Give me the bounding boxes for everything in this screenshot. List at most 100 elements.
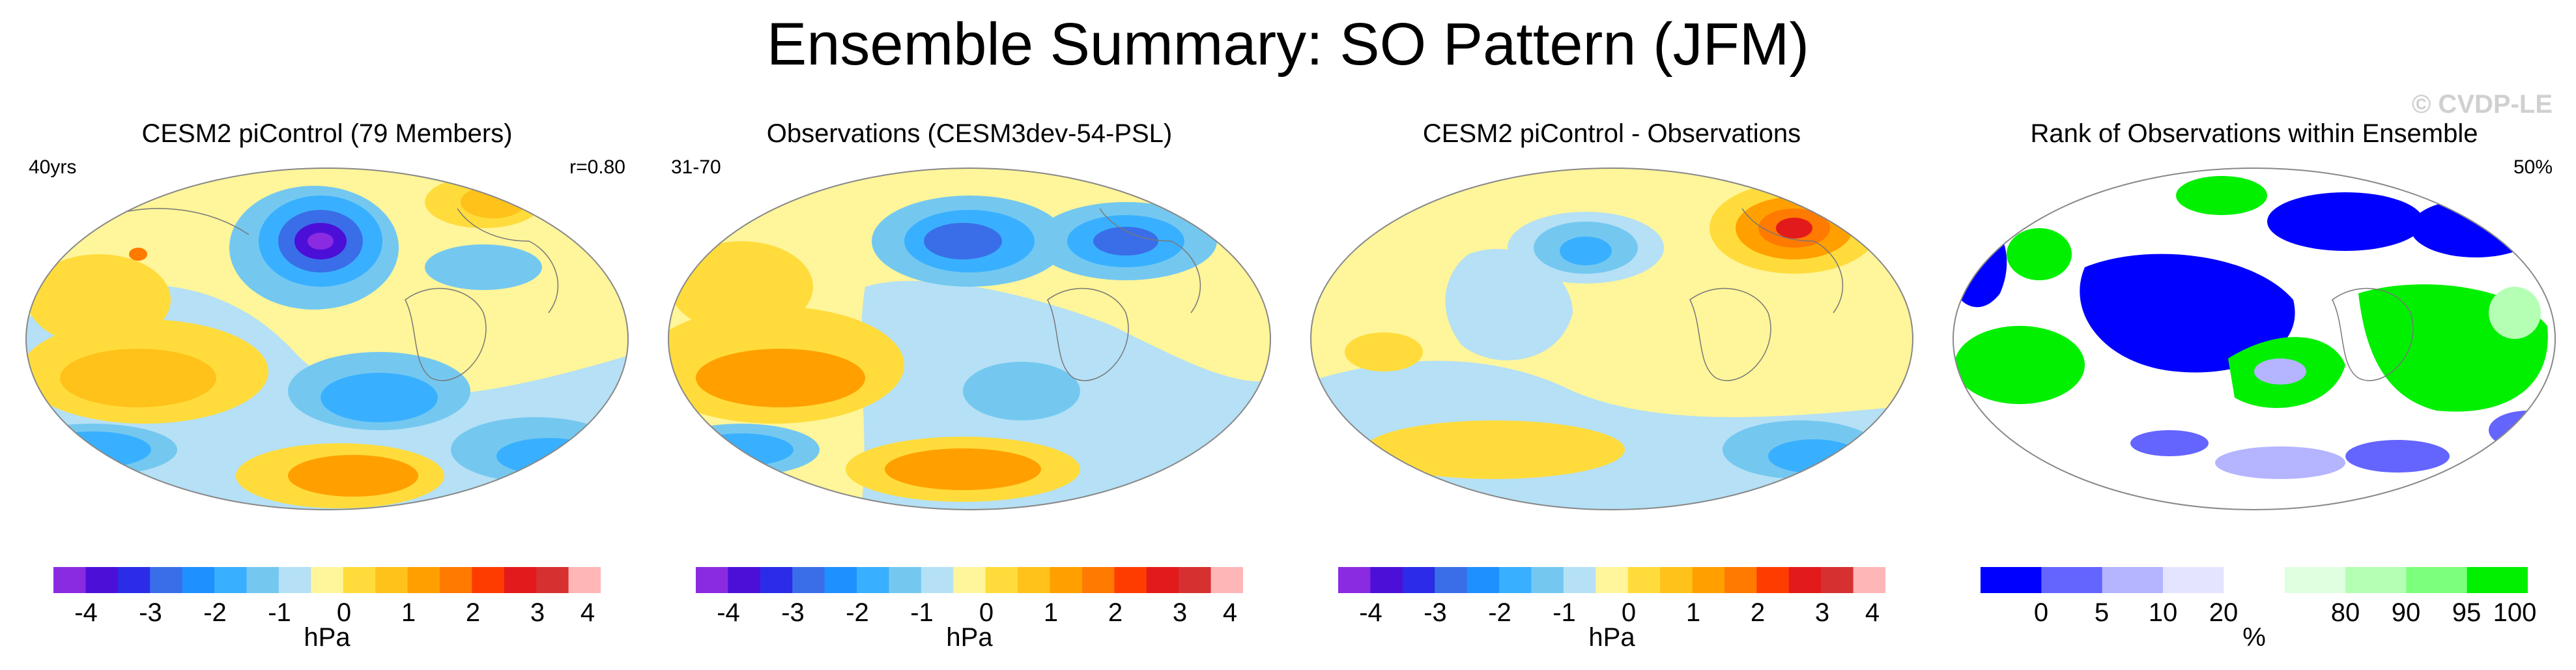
colorbar-swatch	[1146, 567, 1179, 593]
colorbar-tick: -1	[268, 598, 291, 627]
panel-observations: Observations (CESM3dev-54-PSL) 31-70	[657, 117, 1282, 665]
panel-right-label: 50%	[2513, 156, 2553, 178]
map-cesm2-picontrol	[25, 168, 629, 510]
colorbar-swatch	[2102, 567, 2164, 593]
panel-title: CESM2 piControl - Observations	[1422, 119, 1801, 148]
colorbar-swatch	[2041, 567, 2103, 593]
colorbar-swatch	[214, 567, 247, 593]
colorbar-swatch	[1050, 567, 1083, 593]
colorbar-swatch	[246, 567, 279, 593]
panel-rank: Rank of Observations within Ensemble 50%	[1941, 117, 2567, 665]
colorbar-swatch	[2345, 567, 2407, 593]
colorbar-tick: 3	[530, 598, 545, 627]
panel-title: Rank of Observations within Ensemble	[2030, 119, 2478, 148]
colorbar-tick: 2	[1750, 598, 1766, 627]
colorbar-swatch	[728, 567, 761, 593]
colorbar	[1981, 567, 2528, 593]
colorbar-swatch	[117, 567, 150, 593]
colorbar-swatch	[2224, 567, 2285, 593]
colorbar-swatch	[536, 567, 569, 593]
colorbar-tick: -3	[1424, 598, 1447, 627]
panel-title: Observations (CESM3dev-54-PSL)	[766, 119, 1173, 148]
colorbar-swatch	[375, 567, 408, 593]
map-observations	[668, 168, 1271, 510]
colorbar-tick: 4	[580, 598, 595, 627]
colorbar	[696, 567, 1243, 593]
colorbar-swatch	[792, 567, 825, 593]
colorbar-swatch	[1596, 567, 1629, 593]
colorbar-tick: 90	[2391, 598, 2421, 627]
colorbar-swatch	[568, 567, 601, 593]
colorbar-tick: 100	[2493, 598, 2537, 627]
colorbar-unit: %	[2242, 623, 2266, 652]
colorbar-tick: -3	[781, 598, 805, 627]
colorbar-swatch	[1467, 567, 1500, 593]
colorbar-tick: 0	[1621, 598, 1637, 627]
colorbar-tick: -2	[846, 598, 869, 627]
colorbar-swatch	[1081, 567, 1115, 593]
colorbar-swatch	[1627, 567, 1661, 593]
colorbar-unit: hPa	[1588, 623, 1635, 652]
colorbar-swatch	[1179, 567, 1212, 593]
colorbar-tick: -4	[717, 598, 740, 627]
panel-title: CESM2 piControl (79 Members)	[141, 119, 513, 148]
colorbar-swatch	[1853, 567, 1885, 593]
colorbar-tick: 20	[2209, 598, 2239, 627]
colorbar-swatch	[2467, 567, 2528, 593]
colorbar-swatch	[953, 567, 986, 593]
colorbar-swatch	[85, 567, 119, 593]
panel-left-label: 40yrs	[29, 156, 77, 178]
colorbar-tick: -2	[203, 598, 227, 627]
colorbar-swatch	[824, 567, 857, 593]
colorbar-swatch	[150, 567, 183, 593]
colorbar-swatch	[1435, 567, 1468, 593]
colorbar-tick: -4	[74, 598, 98, 627]
colorbar-swatch	[1563, 567, 1596, 593]
colorbar-swatch	[760, 567, 793, 593]
map-difference	[1310, 168, 1913, 510]
colorbar-swatch	[1692, 567, 1725, 593]
colorbar-swatch	[504, 567, 537, 593]
colorbar-tick: -1	[1553, 598, 1576, 627]
colorbar-tick: -2	[1488, 598, 1511, 627]
colorbar-swatch	[1499, 567, 1532, 593]
colorbar-swatch	[1756, 567, 1790, 593]
colorbar-tick: 3	[1814, 598, 1830, 627]
colorbar-tick: 4	[1222, 598, 1238, 627]
colorbar	[1338, 567, 1885, 593]
colorbar-swatch	[2163, 567, 2224, 593]
colorbar-swatch	[311, 567, 344, 593]
colorbar-swatch	[2406, 567, 2468, 593]
colorbar-swatch	[343, 567, 376, 593]
panel-difference: CESM2 piControl - Observations -4 -3 -2 …	[1299, 117, 1925, 665]
colorbar-tick: -1	[910, 598, 934, 627]
colorbar-swatch	[278, 567, 311, 593]
colorbar-unit: hPa	[304, 623, 351, 652]
colorbar-swatch	[1981, 567, 2042, 593]
colorbar-swatch	[1338, 567, 1371, 593]
colorbar-swatch	[1370, 567, 1403, 593]
colorbar-tick: 1	[401, 598, 416, 627]
colorbar-swatch	[182, 567, 215, 593]
map-rank	[1953, 168, 2556, 510]
colorbar-swatch	[1724, 567, 1757, 593]
colorbar	[53, 567, 601, 593]
colorbar-tick: 2	[465, 598, 481, 627]
colorbar-unit: hPa	[946, 623, 993, 652]
panel-cesm2-picontrol: CESM2 piControl (79 Members) 40yrs r=0.8…	[14, 117, 640, 665]
colorbar-swatch	[921, 567, 954, 593]
colorbar-swatch	[53, 567, 86, 593]
colorbar-tick: 1	[1043, 598, 1059, 627]
colorbar-tick: 95	[2452, 598, 2482, 627]
colorbar-swatch	[696, 567, 728, 593]
figure-title: Ensemble Summary: SO Pattern (JFM)	[766, 11, 1810, 78]
colorbar-tick: 0	[2033, 598, 2049, 627]
colorbar-tick: -3	[139, 598, 162, 627]
colorbar-tick: -4	[1359, 598, 1382, 627]
colorbar-tick: 4	[1865, 598, 1880, 627]
panel-left-label: 31-70	[671, 156, 721, 178]
colorbar-swatch	[1210, 567, 1243, 593]
colorbar-swatch	[1114, 567, 1147, 593]
colorbar-tick: 3	[1172, 598, 1188, 627]
colorbar-swatch	[1531, 567, 1564, 593]
